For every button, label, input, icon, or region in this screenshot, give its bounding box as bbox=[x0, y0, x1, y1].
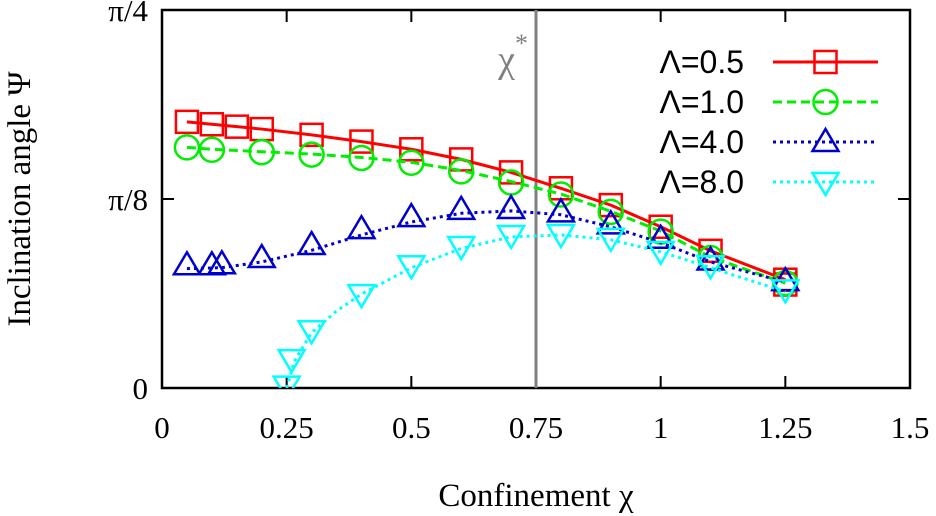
series-3-point-6 bbox=[495, 224, 527, 251]
legend-marker-2 bbox=[810, 126, 841, 153]
series-2-point-12 bbox=[695, 245, 726, 271]
critical-confinement-annotation: χ* bbox=[497, 10, 538, 388]
series-0-point-6 bbox=[399, 137, 424, 162]
series-2-point-5 bbox=[346, 213, 377, 240]
series-3-point-1 bbox=[276, 348, 307, 375]
series-3-point-2 bbox=[296, 319, 327, 346]
series-0-point-0 bbox=[174, 109, 200, 135]
series-3-point-3 bbox=[346, 283, 377, 310]
series-3-point-5 bbox=[446, 235, 477, 262]
series-1-point-9 bbox=[597, 198, 625, 226]
series-3-point-11 bbox=[770, 279, 801, 305]
series-3-point-9 bbox=[645, 240, 676, 267]
series-1-point-8 bbox=[547, 181, 575, 208]
series-3-point-4 bbox=[396, 255, 427, 281]
series-2-point-6 bbox=[396, 201, 427, 228]
series-2-point-9 bbox=[545, 196, 577, 223]
series-2-point-10 bbox=[595, 208, 626, 235]
series-1-point-5 bbox=[398, 149, 425, 177]
x-tick-label-4: 1 bbox=[653, 410, 669, 445]
x-tick-label-1: 0.25 bbox=[260, 410, 314, 445]
series-3-point-7 bbox=[545, 223, 577, 250]
legend-marker-3 bbox=[810, 171, 841, 198]
y-tick-label-1: π/8 bbox=[108, 182, 148, 217]
legend-marker-1 bbox=[812, 88, 839, 116]
series-2-point-4 bbox=[296, 229, 327, 256]
x-tick-label-6: 1.5 bbox=[891, 410, 930, 445]
series-line-2 bbox=[186, 209, 786, 284]
critical-confinement-superscript: * bbox=[515, 29, 528, 58]
x-tick-label-0: 0 bbox=[154, 410, 170, 445]
x-tick-label-2: 0.5 bbox=[392, 410, 431, 445]
series-1-point-3 bbox=[298, 141, 325, 168]
series-1-point-6 bbox=[447, 158, 475, 185]
series-3 bbox=[271, 223, 801, 388]
critical-confinement-symbol: χ bbox=[497, 39, 515, 81]
series-2-point-1 bbox=[196, 249, 228, 276]
x-tick-label-3: 0.75 bbox=[509, 410, 563, 445]
y-ticks: 0 π/8 π/4 bbox=[108, 0, 910, 406]
x-tick-label-5: 1.25 bbox=[758, 410, 812, 445]
series-3-point-0 bbox=[271, 375, 302, 388]
legend-label-0: Λ=0.5 bbox=[659, 44, 744, 80]
y-tick-label-0: 0 bbox=[133, 371, 149, 406]
y-tick-label-2: π/4 bbox=[108, 0, 148, 28]
y-axis-label: Inclination angle Ψ bbox=[2, 71, 38, 327]
series-2-point-7 bbox=[446, 194, 477, 221]
series-2-point-3 bbox=[246, 242, 277, 269]
legend-label-2: Λ=4.0 bbox=[659, 124, 744, 160]
series-3-point-10 bbox=[695, 255, 726, 281]
series-line-3 bbox=[285, 233, 786, 388]
series-0-point-1 bbox=[199, 112, 225, 137]
legend-label-3: Λ=8.0 bbox=[659, 164, 744, 200]
series bbox=[171, 109, 801, 388]
series-2-point-8 bbox=[495, 193, 527, 220]
series-1-point-4 bbox=[348, 144, 375, 172]
x-axis-label: Confinement χ bbox=[438, 478, 634, 514]
series-0-point-8 bbox=[498, 160, 524, 185]
x-ticks: 0 0.25 0.5 0.75 1 1.25 1.5 bbox=[154, 10, 929, 445]
series-0-point-7 bbox=[448, 147, 474, 172]
critical-confinement-label: χ* bbox=[497, 29, 528, 81]
series-3-point-8 bbox=[595, 227, 626, 254]
series-2-point-0 bbox=[171, 249, 203, 276]
series-0-point-5 bbox=[349, 129, 374, 154]
series-2-point-11 bbox=[645, 223, 676, 250]
series-0-point-4 bbox=[299, 122, 324, 148]
legend-marker-0 bbox=[813, 49, 838, 75]
legend: Λ=0.5 Λ=1.0 Λ=4.0 Λ=8.0 bbox=[659, 44, 878, 200]
series-2-point-2 bbox=[206, 248, 238, 275]
series-1-point-1 bbox=[198, 136, 226, 164]
series-0-point-2 bbox=[224, 114, 250, 139]
series-1-point-2 bbox=[248, 138, 275, 166]
series-line-1 bbox=[186, 145, 786, 285]
legend-label-1: Λ=1.0 bbox=[659, 84, 744, 120]
